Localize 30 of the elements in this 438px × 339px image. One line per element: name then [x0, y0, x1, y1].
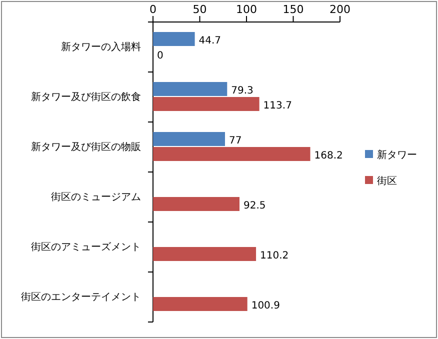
- bar: [153, 247, 256, 261]
- bar: [153, 82, 228, 96]
- data-label: 44.7: [198, 36, 222, 46]
- bar: [153, 297, 248, 311]
- x-tick-label: 100: [236, 3, 257, 16]
- bar: [153, 197, 240, 211]
- data-label: 168.2: [314, 150, 343, 162]
- data-label: 110.2: [260, 250, 289, 262]
- data-label: 79.3: [231, 86, 254, 96]
- x-tick-label: 50: [192, 3, 207, 16]
- y-tick-label: 新タワーの入場料: [61, 41, 141, 54]
- bar: [153, 132, 225, 146]
- y-tick-label: 街区のミュージアム: [51, 191, 141, 204]
- legend-label: 新タワー: [377, 149, 417, 161]
- data-label: 77: [228, 136, 242, 146]
- data-label: 0: [157, 50, 164, 62]
- y-tick-label: 新タワー及び街区の飲食: [31, 91, 141, 104]
- y-tick-label: 新タワー及び街区の物販: [31, 141, 141, 154]
- bar: [153, 32, 195, 46]
- data-label: 113.7: [263, 100, 292, 112]
- bar: [153, 97, 260, 111]
- y-tick-label: 街区のエンターテイメント: [21, 291, 141, 304]
- x-tick-label: 150: [282, 3, 304, 16]
- x-tick-label: 200: [330, 3, 350, 16]
- bar: [153, 147, 310, 161]
- x-tick-label: 0: [150, 3, 156, 16]
- legend-label: 街区: [377, 175, 397, 187]
- y-tick-label: 街区のアミューズメント: [31, 241, 141, 254]
- data-label: 92.5: [243, 200, 266, 212]
- data-label: 100.9: [251, 300, 280, 312]
